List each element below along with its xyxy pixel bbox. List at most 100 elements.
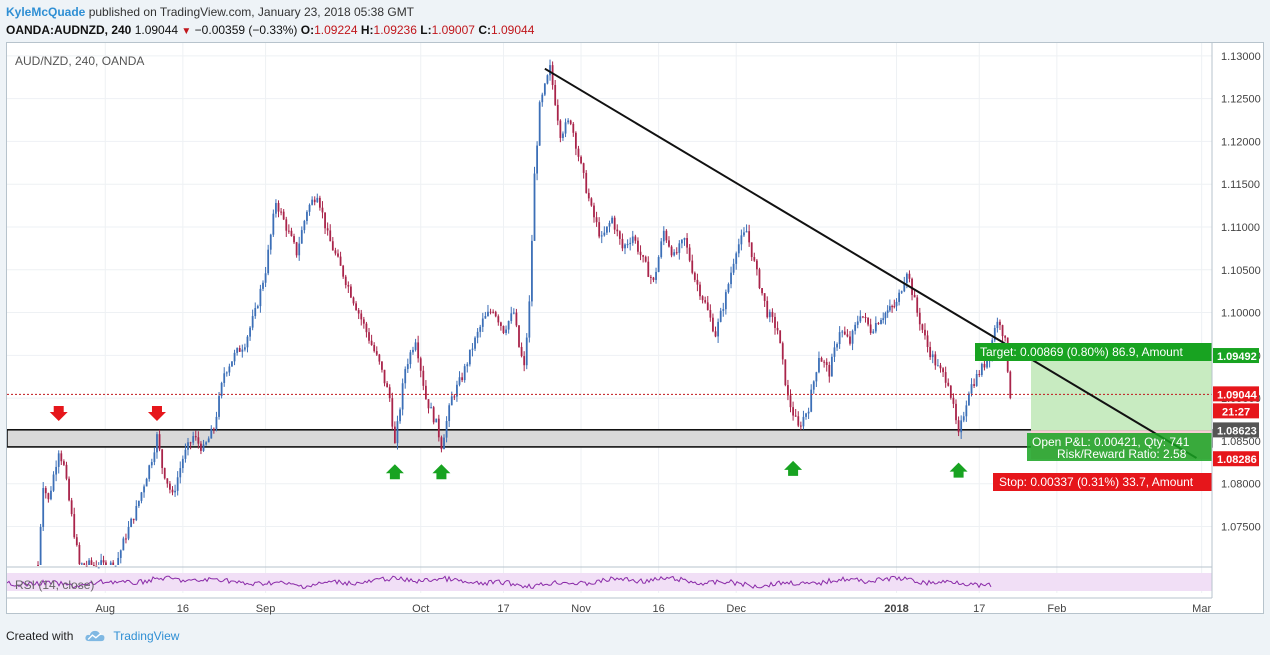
- candle-body: [42, 488, 45, 527]
- candle-body: [370, 340, 373, 346]
- candle-body: [908, 273, 911, 279]
- candle-body: [686, 238, 688, 248]
- candle-body: [732, 263, 735, 273]
- candle-body: [476, 331, 479, 338]
- candle-body: [150, 462, 153, 466]
- candle-body: [660, 241, 663, 258]
- candle-body: [750, 242, 753, 258]
- candle-body: [85, 565, 88, 567]
- candle-body: [225, 372, 228, 374]
- price-change: −0.00359 (−0.33%): [194, 23, 298, 37]
- candle-body: [712, 317, 714, 332]
- candle-body: [549, 65, 551, 76]
- candle-body: [1004, 336, 1007, 338]
- y-tick-label: 1.11000: [1221, 222, 1260, 234]
- y-tick-label: 1.08500: [1221, 436, 1261, 448]
- candle-body: [287, 230, 290, 232]
- candle-body: [884, 313, 887, 319]
- candle-body: [854, 324, 857, 331]
- candle-body: [78, 545, 81, 564]
- candle-body: [781, 343, 784, 360]
- candle-body: [616, 229, 619, 232]
- candle-body: [158, 434, 161, 450]
- candle-body: [458, 377, 461, 385]
- candle-body: [926, 335, 929, 347]
- candle-body: [737, 244, 740, 254]
- candle-body: [73, 514, 76, 538]
- candle-body: [758, 269, 761, 289]
- candle-body: [254, 307, 257, 317]
- candle-body: [921, 324, 924, 330]
- x-tick-label: Aug: [95, 603, 115, 615]
- y-tick-label: 1.12500: [1221, 94, 1261, 106]
- candle-body: [492, 311, 495, 313]
- up-arrow-icon: [784, 460, 803, 476]
- candle-body: [510, 313, 513, 322]
- candle-body: [156, 434, 158, 453]
- candle-body: [135, 505, 138, 521]
- candle-body: [337, 253, 339, 257]
- candle-body: [880, 320, 882, 325]
- candle-body: [321, 207, 324, 213]
- candle-body: [179, 468, 182, 478]
- symbol-label: OANDA:AUDNZD, 240: [6, 23, 132, 37]
- candle-body: [207, 438, 210, 443]
- candle-body: [745, 231, 748, 233]
- candle-body: [986, 360, 988, 368]
- open-value: 1.09224: [314, 23, 358, 37]
- target-price-label: 1.09492: [1217, 351, 1257, 363]
- candle-body: [918, 312, 921, 325]
- candle-body: [518, 325, 520, 347]
- candle-body: [934, 354, 937, 366]
- candle-body: [740, 235, 743, 245]
- candle-body: [939, 365, 942, 369]
- candle-body: [867, 317, 869, 325]
- x-tick-label: 17: [497, 603, 509, 615]
- candle-body: [999, 321, 1001, 326]
- candle-body: [626, 244, 629, 246]
- candle-body: [70, 500, 73, 515]
- candle-body: [481, 318, 484, 327]
- candle-body: [445, 421, 448, 438]
- candle-body: [978, 373, 981, 375]
- candle-body: [181, 458, 184, 469]
- candle-body: [843, 331, 846, 335]
- x-tick-label: Dec: [726, 603, 746, 615]
- candle-body: [634, 236, 637, 241]
- open-label: O:: [300, 23, 315, 37]
- candle-body: [391, 398, 394, 427]
- chart-panel[interactable]: Target: 0.00869 (0.80%) 86.9, Amount Open…: [6, 42, 1265, 615]
- candle-body: [430, 407, 432, 409]
- candle-body: [269, 234, 272, 250]
- candle-body: [771, 311, 774, 317]
- candle-body: [205, 442, 208, 445]
- candle-body: [236, 348, 239, 353]
- candle-body: [262, 282, 264, 289]
- tradingview-link[interactable]: TradingView: [113, 629, 180, 643]
- price-chart[interactable]: Target: 0.00869 (0.80%) 86.9, Amount Open…: [7, 43, 1265, 615]
- candle-body: [280, 211, 282, 213]
- candle-body: [184, 449, 187, 459]
- candle-body: [776, 327, 779, 331]
- candle-body: [132, 518, 135, 521]
- candle-body: [590, 198, 593, 206]
- candle-body: [145, 478, 148, 487]
- candle-body: [95, 565, 98, 567]
- candle-body: [231, 361, 233, 367]
- candle-body: [100, 560, 103, 565]
- candle-body: [828, 365, 831, 377]
- candle-body: [787, 385, 789, 396]
- candle-body: [621, 238, 624, 249]
- candle-body: [143, 486, 145, 493]
- y-tick-label: 1.11500: [1221, 179, 1260, 191]
- candle-body: [386, 383, 389, 388]
- candle-body: [833, 347, 836, 357]
- candle-body: [942, 368, 944, 373]
- candle-body: [311, 199, 314, 205]
- candle-body: [952, 397, 955, 404]
- candle-body: [693, 272, 696, 280]
- author-name[interactable]: KyleMcQuade: [6, 5, 86, 19]
- y-tick-label: 1.07500: [1221, 521, 1261, 533]
- candle-body: [629, 242, 632, 245]
- candle-body: [383, 369, 386, 384]
